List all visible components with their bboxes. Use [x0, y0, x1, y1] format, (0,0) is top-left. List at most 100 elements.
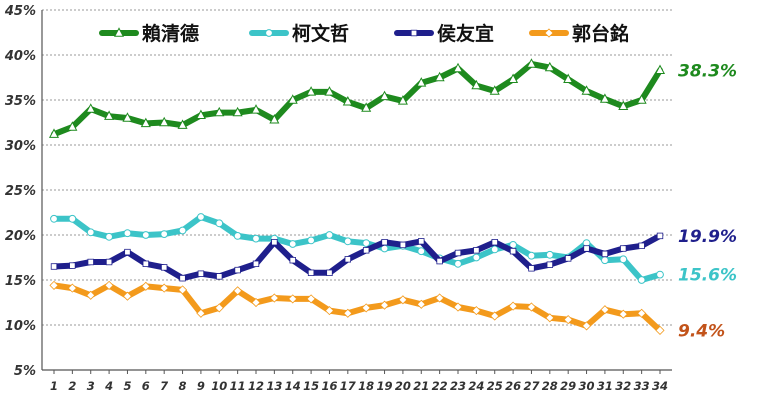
data-point: [196, 308, 206, 318]
data-point: [526, 58, 537, 68]
series-3: [50, 232, 664, 282]
data-point: [491, 238, 498, 246]
x-tick-label: 11: [230, 379, 246, 393]
data-point: [527, 251, 536, 260]
data-point: [637, 276, 646, 284]
x-tick-label: 7: [160, 379, 168, 393]
data-point: [636, 94, 647, 104]
data-point: [288, 294, 298, 304]
x-tick-label: 1: [50, 379, 58, 393]
data-point: [563, 73, 574, 83]
data-point: [581, 321, 592, 331]
data-point: [397, 95, 408, 105]
data-point: [288, 240, 297, 248]
data-point: [379, 300, 390, 310]
data-point: [416, 77, 427, 87]
data-point: [638, 242, 645, 249]
data-point: [526, 302, 537, 312]
data-point: [216, 273, 223, 280]
x-tick-label: 12: [248, 379, 264, 393]
end-label: 38.3%: [678, 61, 737, 81]
axes: [41, 10, 672, 374]
legend-marker: [113, 27, 125, 37]
data-point: [69, 262, 76, 269]
x-tick-label: 31: [597, 379, 613, 393]
data-point: [195, 109, 206, 119]
data-point: [141, 231, 150, 239]
data-point: [105, 232, 113, 241]
data-point: [306, 294, 316, 304]
data-point: [601, 256, 609, 265]
data-point: [434, 71, 445, 82]
data-point: [178, 226, 187, 235]
y-tick-label: 5%: [14, 364, 36, 379]
data-point: [418, 238, 425, 245]
data-point: [159, 283, 169, 293]
y-tick-labels: 5% 10% 15% 20% 25% 30% 35% 40% 45%: [4, 4, 36, 379]
data-point: [123, 229, 132, 238]
data-point: [67, 121, 78, 131]
y-tick-label: 30%: [5, 139, 36, 154]
legend-label: 侯友宜: [437, 22, 494, 45]
data-point: [454, 259, 462, 268]
x-tick-label: 17: [340, 379, 356, 393]
data-point: [563, 315, 573, 325]
data-point: [68, 214, 77, 223]
data-point: [361, 102, 372, 112]
data-point: [416, 299, 426, 309]
data-point: [508, 301, 518, 311]
x-tick-label: 28: [542, 379, 558, 393]
x-tick-label: 10: [211, 379, 227, 393]
data-point: [343, 237, 352, 246]
x-tick-label: 18: [358, 379, 374, 393]
y-tick-label: 20%: [5, 229, 36, 244]
x-tick-label: 21: [413, 379, 429, 393]
data-point: [545, 313, 555, 323]
x-tick-label: 9: [197, 379, 205, 393]
series-2: [50, 213, 664, 284]
x-tick-label: 27: [523, 379, 539, 393]
data-point: [104, 110, 115, 120]
y-tick-label: 40%: [4, 49, 36, 64]
data-point: [197, 270, 205, 277]
data-point: [307, 236, 315, 245]
data-point: [343, 308, 353, 318]
y-tick-label: 10%: [5, 319, 36, 334]
data-point: [67, 283, 77, 293]
data-point: [454, 249, 462, 257]
data-point: [287, 94, 298, 104]
data-point: [546, 261, 554, 268]
data-point: [544, 61, 555, 72]
data-point: [471, 306, 481, 316]
data-point: [472, 253, 481, 262]
data-point: [214, 303, 224, 313]
x-tick-label: 14: [285, 379, 301, 393]
data-point: [489, 85, 500, 95]
x-tick-label: 15: [303, 379, 319, 393]
data-point: [361, 303, 371, 313]
data-point: [326, 269, 333, 276]
data-point: [50, 214, 58, 223]
data-point: [271, 238, 278, 246]
legend: 賴清德 柯文哲 侯友宜 郭台銘: [99, 22, 629, 45]
data-point: [86, 290, 96, 300]
data-point: [453, 302, 463, 312]
data-point: [528, 265, 535, 272]
data-point: [381, 238, 388, 246]
data-point: [234, 266, 241, 274]
data-point: [233, 286, 243, 296]
data-point: [50, 263, 58, 270]
data-point: [362, 247, 370, 254]
data-point: [124, 248, 131, 256]
y-tick-label: 15%: [5, 274, 36, 289]
data-point: [122, 291, 133, 301]
data-point: [48, 128, 60, 138]
data-point: [417, 247, 426, 256]
legend-label: 賴清德: [142, 22, 199, 45]
data-point: [122, 112, 133, 122]
data-point: [599, 93, 610, 103]
end-label: 15.6%: [678, 266, 737, 286]
data-point: [618, 309, 628, 319]
grid-lines: [42, 9, 672, 326]
data-point: [324, 306, 335, 316]
